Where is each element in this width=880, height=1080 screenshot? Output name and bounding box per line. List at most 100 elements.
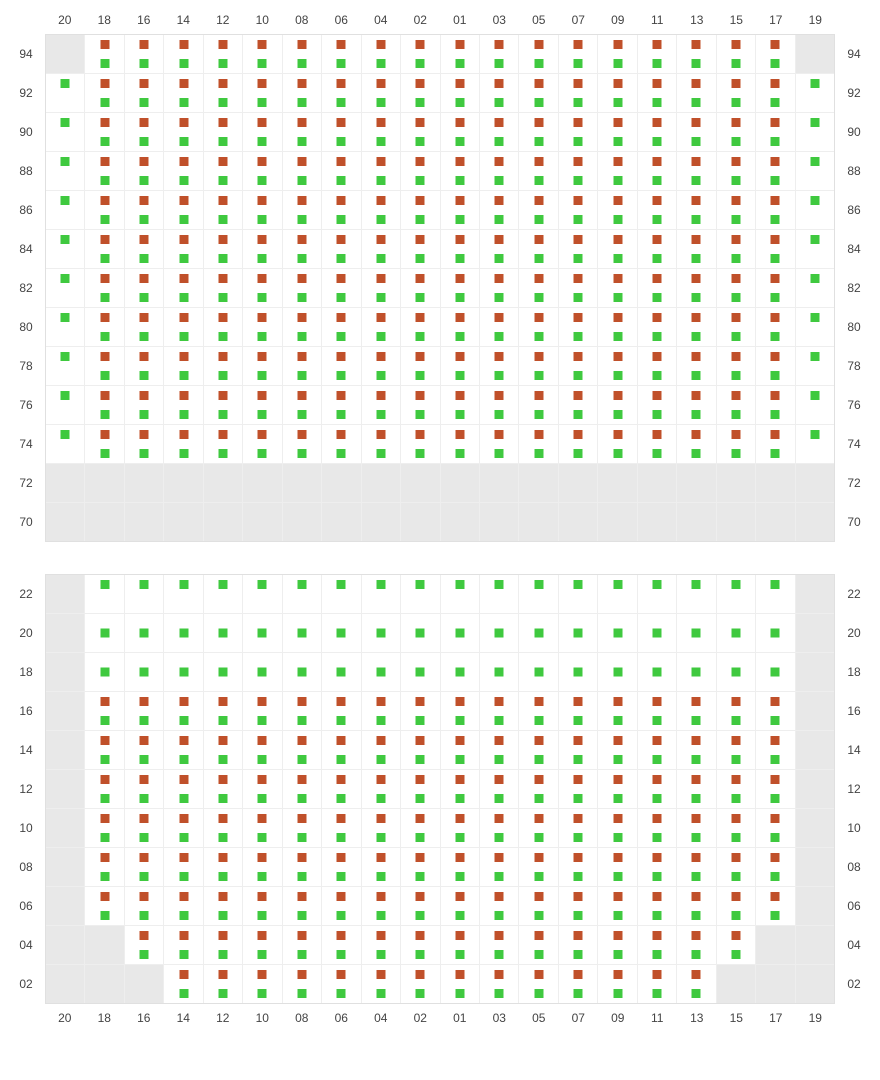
seat-cell[interactable]: [163, 503, 202, 541]
seat-cell[interactable]: [597, 965, 636, 1003]
seat-cell[interactable]: [321, 113, 360, 151]
seat-cell[interactable]: [558, 653, 597, 691]
seat-cell[interactable]: [637, 887, 676, 925]
seat-cell[interactable]: [124, 965, 163, 1003]
seat-cell[interactable]: [282, 113, 321, 151]
seat-cell[interactable]: [479, 926, 518, 964]
seat-cell[interactable]: [795, 113, 834, 151]
seat-cell[interactable]: [795, 464, 834, 502]
seat-cell[interactable]: [676, 230, 715, 268]
seat-cell[interactable]: [479, 887, 518, 925]
seat-cell[interactable]: [440, 386, 479, 424]
seat-cell[interactable]: [440, 887, 479, 925]
seat-cell[interactable]: [361, 230, 400, 268]
seat-cell[interactable]: [440, 809, 479, 847]
seat-cell[interactable]: [124, 848, 163, 886]
seat-cell[interactable]: [518, 152, 557, 190]
seat-cell[interactable]: [282, 386, 321, 424]
seat-cell[interactable]: [716, 692, 755, 730]
seat-cell[interactable]: [84, 152, 123, 190]
seat-cell[interactable]: [46, 848, 84, 886]
seat-cell[interactable]: [242, 926, 281, 964]
seat-cell[interactable]: [321, 731, 360, 769]
seat-cell[interactable]: [321, 926, 360, 964]
seat-cell[interactable]: [716, 113, 755, 151]
seat-cell[interactable]: [518, 35, 557, 73]
seat-cell[interactable]: [597, 425, 636, 463]
seat-cell[interactable]: [203, 848, 242, 886]
seat-cell[interactable]: [242, 269, 281, 307]
seat-cell[interactable]: [124, 230, 163, 268]
seat-cell[interactable]: [755, 425, 794, 463]
seat-cell[interactable]: [716, 464, 755, 502]
seat-cell[interactable]: [676, 887, 715, 925]
seat-cell[interactable]: [361, 887, 400, 925]
seat-cell[interactable]: [124, 269, 163, 307]
seat-cell[interactable]: [400, 503, 439, 541]
seat-cell[interactable]: [321, 35, 360, 73]
seat-cell[interactable]: [440, 230, 479, 268]
seat-cell[interactable]: [84, 191, 123, 229]
seat-cell[interactable]: [479, 848, 518, 886]
seat-cell[interactable]: [46, 965, 84, 1003]
seat-cell[interactable]: [361, 35, 400, 73]
seat-cell[interactable]: [597, 653, 636, 691]
seat-cell[interactable]: [242, 386, 281, 424]
seat-cell[interactable]: [795, 770, 834, 808]
seat-cell[interactable]: [755, 269, 794, 307]
seat-cell[interactable]: [558, 191, 597, 229]
seat-cell[interactable]: [163, 425, 202, 463]
seat-cell[interactable]: [716, 770, 755, 808]
seat-cell[interactable]: [84, 74, 123, 112]
seat-cell[interactable]: [597, 848, 636, 886]
seat-cell[interactable]: [755, 386, 794, 424]
seat-cell[interactable]: [46, 653, 84, 691]
seat-cell[interactable]: [124, 74, 163, 112]
seat-cell[interactable]: [400, 653, 439, 691]
seat-cell[interactable]: [321, 770, 360, 808]
seat-cell[interactable]: [282, 614, 321, 652]
seat-cell[interactable]: [321, 386, 360, 424]
seat-cell[interactable]: [676, 113, 715, 151]
seat-cell[interactable]: [716, 887, 755, 925]
seat-cell[interactable]: [597, 575, 636, 613]
seat-cell[interactable]: [440, 152, 479, 190]
seat-cell[interactable]: [361, 809, 400, 847]
seat-cell[interactable]: [282, 926, 321, 964]
seat-cell[interactable]: [282, 74, 321, 112]
seat-cell[interactable]: [479, 965, 518, 1003]
seat-cell[interactable]: [716, 230, 755, 268]
seat-cell[interactable]: [637, 35, 676, 73]
seat-cell[interactable]: [558, 152, 597, 190]
seat-cell[interactable]: [163, 692, 202, 730]
seat-cell[interactable]: [637, 464, 676, 502]
seat-cell[interactable]: [46, 230, 84, 268]
seat-cell[interactable]: [124, 575, 163, 613]
seat-cell[interactable]: [400, 809, 439, 847]
seat-cell[interactable]: [163, 614, 202, 652]
seat-cell[interactable]: [321, 653, 360, 691]
seat-cell[interactable]: [361, 191, 400, 229]
seat-cell[interactable]: [518, 308, 557, 346]
seat-cell[interactable]: [518, 926, 557, 964]
seat-cell[interactable]: [716, 191, 755, 229]
seat-cell[interactable]: [440, 269, 479, 307]
seat-cell[interactable]: [321, 230, 360, 268]
seat-cell[interactable]: [518, 74, 557, 112]
seat-cell[interactable]: [518, 575, 557, 613]
seat-cell[interactable]: [676, 386, 715, 424]
seat-cell[interactable]: [400, 887, 439, 925]
seat-cell[interactable]: [795, 74, 834, 112]
seat-cell[interactable]: [440, 308, 479, 346]
seat-cell[interactable]: [203, 887, 242, 925]
seat-cell[interactable]: [400, 347, 439, 385]
seat-cell[interactable]: [46, 347, 84, 385]
seat-cell[interactable]: [795, 308, 834, 346]
seat-cell[interactable]: [558, 425, 597, 463]
seat-cell[interactable]: [124, 464, 163, 502]
seat-cell[interactable]: [321, 152, 360, 190]
seat-cell[interactable]: [795, 425, 834, 463]
seat-cell[interactable]: [479, 770, 518, 808]
seat-cell[interactable]: [518, 848, 557, 886]
seat-cell[interactable]: [597, 74, 636, 112]
